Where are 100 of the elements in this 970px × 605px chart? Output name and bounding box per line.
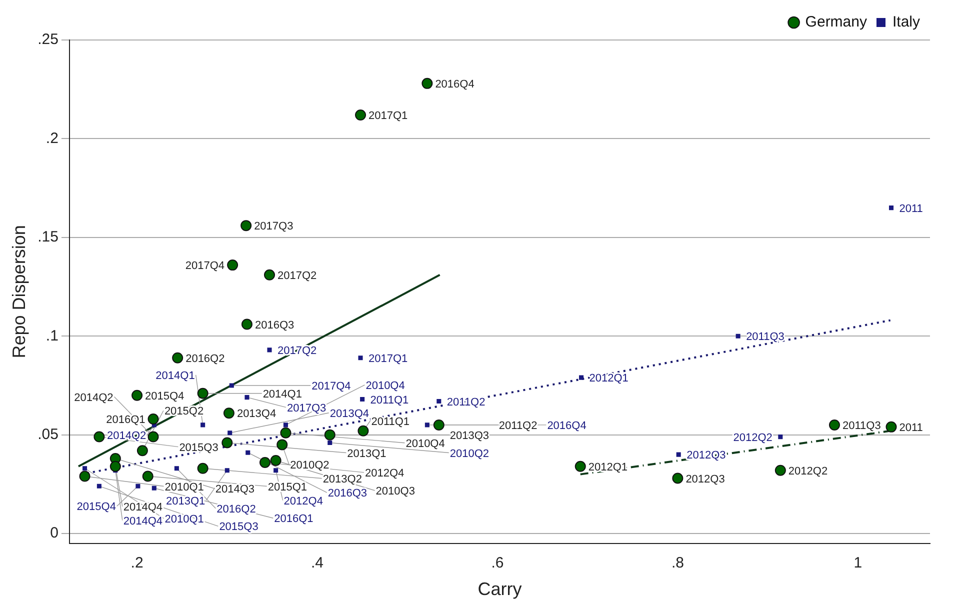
point	[267, 348, 272, 352]
point	[828, 419, 840, 430]
annotation: 2012Q4	[364, 467, 404, 480]
point	[229, 383, 234, 388]
annotation: 2011Q3	[842, 420, 881, 432]
y-tick-label: 0	[50, 524, 58, 542]
point	[110, 460, 121, 472]
y-tick-label: .15	[38, 228, 58, 246]
annotation: 2010Q1	[164, 513, 204, 526]
point	[422, 78, 433, 89]
annotation: 2013Q4	[236, 408, 276, 420]
annotation: 2011Q3	[746, 331, 784, 344]
annotation: 2011Q1	[370, 394, 409, 406]
annotation: 2014Q3	[215, 484, 255, 496]
annotation: 2017Q1	[368, 110, 408, 122]
annotation: 2014Q1	[156, 370, 195, 382]
point	[324, 429, 336, 440]
annotation: 2010Q4	[366, 380, 405, 392]
point	[136, 445, 148, 456]
point	[424, 422, 430, 428]
annotation: 2013Q1	[347, 448, 386, 460]
y-tick-label: .1	[46, 327, 58, 344]
annotation: 2014Q1	[262, 388, 302, 400]
point	[283, 422, 288, 428]
legend-label: Italy	[892, 14, 920, 31]
y-tick-label: .2	[46, 130, 58, 147]
point	[197, 388, 208, 399]
point	[197, 462, 208, 474]
annotation: 2016Q3	[328, 488, 368, 500]
point	[360, 397, 365, 402]
annotation: 2012Q2	[788, 465, 828, 478]
annotation: 2011Q2	[498, 420, 538, 432]
annotation: 2016Q1	[106, 414, 146, 426]
point	[82, 466, 88, 471]
annotation: 2010Q2	[450, 448, 490, 460]
annotation: 2012Q4	[284, 495, 323, 508]
point	[223, 408, 234, 419]
annotation: 2013Q3	[450, 430, 490, 442]
annotation: 2016Q3	[254, 319, 294, 332]
x-tick-label: 1	[854, 554, 862, 572]
point	[328, 440, 332, 445]
y-tick-label: .25	[38, 31, 58, 48]
point	[174, 466, 179, 471]
x-tick-label: .6	[491, 554, 504, 572]
point	[672, 472, 684, 484]
annotation: 2012Q3	[686, 473, 725, 486]
annotation: 2017Q4	[312, 380, 351, 392]
annotation: 2016Q2	[186, 352, 225, 365]
point	[736, 334, 740, 338]
annotation: 2013Q2	[322, 473, 362, 486]
point	[280, 427, 292, 438]
x-tick-label: .4	[310, 554, 324, 572]
annotation: 2010Q1	[164, 481, 204, 494]
x-tick-label: .2	[130, 554, 144, 572]
annotation: 2012Q2	[733, 432, 772, 444]
point	[148, 414, 159, 425]
annotation: 2013Q1	[166, 495, 206, 508]
point	[886, 421, 897, 432]
annotation: 2015Q1	[268, 481, 308, 494]
annotation: 2016Q2	[216, 503, 256, 516]
point	[579, 375, 584, 380]
point	[96, 484, 102, 488]
annotation: 2015Q3	[219, 521, 258, 534]
annotation: 2017Q3	[286, 402, 326, 414]
point	[433, 419, 444, 430]
annotation: 2011	[899, 422, 923, 434]
point	[240, 220, 252, 232]
point	[228, 430, 232, 436]
legend-label: Germany	[805, 14, 868, 31]
annotation: 2016Q1	[274, 513, 314, 526]
annotation: 2015Q3	[179, 442, 218, 454]
point	[222, 437, 233, 448]
point	[172, 352, 184, 364]
annotation: 2010Q2	[290, 460, 330, 472]
point	[246, 450, 250, 455]
annotation: 2010Q3	[376, 486, 415, 498]
point	[436, 398, 442, 404]
annotation: 2016Q4	[547, 420, 586, 432]
point	[227, 260, 238, 271]
point	[276, 439, 288, 450]
point	[136, 484, 140, 488]
point	[676, 452, 681, 457]
annotation: 2013Q4	[330, 408, 370, 420]
annotation: 2010Q4	[406, 438, 445, 450]
point	[142, 470, 154, 482]
point	[774, 464, 786, 476]
point	[94, 431, 105, 442]
point	[132, 390, 143, 401]
x-axis-title: Carry	[478, 579, 522, 600]
y-tick-label: .05	[38, 426, 58, 443]
point	[274, 468, 278, 473]
point	[224, 468, 230, 473]
point	[358, 356, 363, 360]
point	[888, 206, 894, 210]
annotation: 2014Q2	[74, 392, 114, 404]
point	[244, 395, 250, 400]
point	[79, 470, 90, 482]
annotation: 2017Q4	[185, 260, 225, 272]
annotation: 2017Q1	[368, 352, 408, 365]
annotation: 2011Q1	[371, 416, 410, 428]
